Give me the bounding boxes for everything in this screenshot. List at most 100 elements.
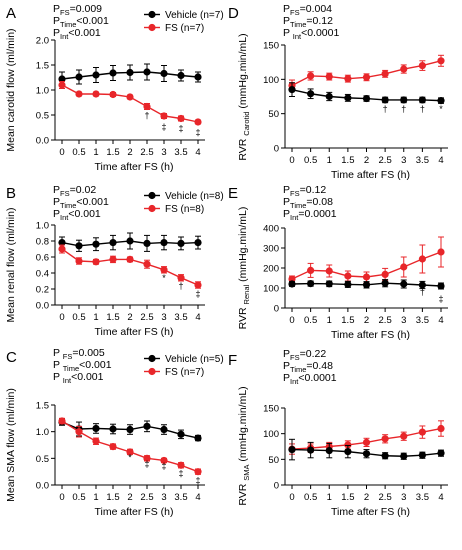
data-point [160,425,168,434]
x-tick-label: 3.5 [416,315,429,326]
data-point [362,73,371,81]
significance-mark: ‡ [438,294,443,304]
x-tick-label: 4 [438,155,443,166]
panel-letter: F [228,352,237,369]
data-point [344,75,352,83]
x-axis-label: Time after FS (h) [95,161,174,173]
data-point [400,432,408,440]
data-point [194,281,202,289]
stat-line: PInt<0.0001 [283,372,337,386]
significance-mark: ‡ [178,124,183,134]
data-point [307,280,315,288]
x-tick-label: 1.5 [106,492,119,503]
data-point [177,430,185,438]
panel-letter: E [228,185,238,202]
x-tick-label: 0.5 [72,492,85,503]
data-point [160,239,168,247]
data-point [418,428,426,436]
x-tick-label: 3.5 [174,147,187,158]
y-tick-label: 50 [268,455,279,466]
x-tick-label: 2.5 [379,155,392,166]
series-fs [288,54,445,92]
data-point [400,96,408,104]
data-point [109,69,117,77]
x-tick-label: 2.5 [140,492,153,503]
stat-line: PTime=0.48 [283,360,333,374]
y-tick-label: 0.6 [36,253,49,264]
x-tick-label: 3 [401,315,406,326]
x-tick-label: 2 [364,315,369,326]
stat-line: PFS=0.02 [53,184,96,198]
y-tick-label: 50 [268,109,279,120]
data-point [307,72,315,80]
significance-mark: † [178,281,183,291]
data-point [160,69,168,78]
data-point [92,258,100,266]
data-point [126,237,134,245]
data-point [109,90,117,99]
data-point [362,273,371,281]
data-point [177,461,185,469]
series-line [61,248,199,286]
significance-mark: * [128,452,132,462]
x-tick-label: 1.5 [106,147,119,158]
panel-c: C 0.0 0.5 1.0 1.5 0 0.5 1 1.5 2 2.5 3 3.5 4 Time after… [5,347,224,518]
data-point [418,62,426,70]
x-tick-label: 1 [327,155,332,166]
panel-f: F 0 50 100 150 0 0.5 1 1.5 2 2.5 3 3.5 4 Time after FS… [228,348,448,518]
x-tick-label: 3.5 [174,492,187,503]
y-tick-label: 200 [263,264,279,275]
data-point [381,279,389,287]
y-tick-label: 0.5 [36,111,49,122]
data-point [194,468,202,476]
data-point [325,72,333,81]
series-vehicle [58,418,202,442]
x-tick-label: 0.5 [304,315,317,326]
x-tick-label: 0 [289,492,294,503]
data-point [143,454,151,462]
x-tick-label: 3.5 [416,492,429,503]
data-point [75,73,83,81]
y-tick-label: 0 [274,481,279,492]
x-tick-label: 3.5 [416,155,429,166]
y-tick-label: 100 [263,429,279,440]
data-point [92,424,100,433]
y-tick-label: 1.0 [36,221,49,232]
data-point [400,65,408,73]
x-axis-label: Time after FS (h) [95,326,174,338]
data-point [194,434,202,442]
stat-line: P Int<0.001 [53,371,104,385]
legend-label: FS (n=7) [165,23,204,34]
y-tick-label: 0.0 [36,481,49,492]
stat-line: PTime=0.12 [283,15,333,29]
stat-line: PInt<0.001 [53,208,101,222]
stat-line: PTime<0.001 [53,196,109,210]
x-axis-label: Time after FS (h) [331,169,410,181]
significance-mark: * [439,104,443,114]
data-point [143,102,151,111]
series-fs [288,236,445,283]
x-tick-label: 4 [195,312,200,323]
data-point [325,267,333,275]
stat-line: PFS=0.22 [283,348,326,362]
significance-mark: † [144,111,149,121]
stat-line: P Time<0.001 [53,359,112,373]
data-point [288,275,296,283]
significance-mark: ‡ [161,461,166,471]
data-point [58,239,66,247]
y-tick-label: 2.0 [36,36,49,47]
data-point [381,435,389,443]
x-tick-label: 0.5 [304,492,317,503]
x-tick-label: 1.5 [341,492,354,503]
data-point [126,68,134,77]
series-line [61,84,199,123]
y-axis-label: Mean carotid flow (ml/min) [5,28,17,151]
data-point [344,94,352,102]
data-point [75,428,83,436]
data-point [58,81,66,89]
data-point [437,282,445,290]
data-point [362,94,371,103]
data-point [160,456,168,465]
data-point [126,93,134,101]
y-tick-label: 0 [274,304,279,315]
